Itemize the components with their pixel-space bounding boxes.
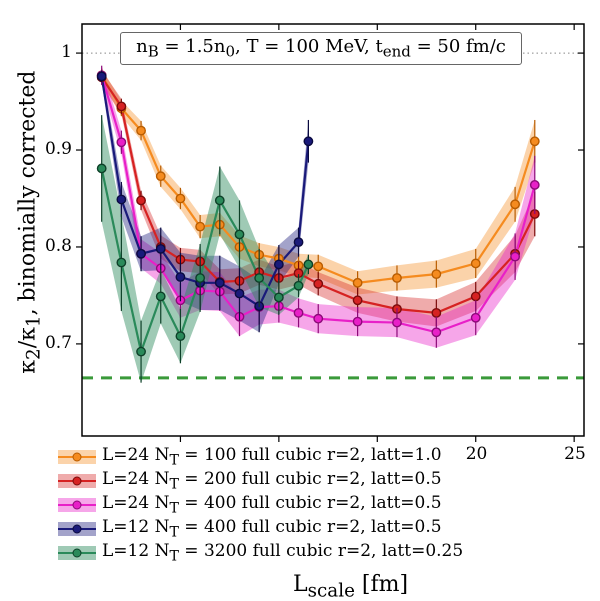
legend-label: L=24 NT = 200 full cubic r=2, latt=0.5	[102, 469, 442, 492]
ytick-label: 1	[61, 42, 72, 62]
y-axis-label: κ2/κ1, binomially corrected	[15, 94, 44, 374]
legend-swatch	[58, 472, 96, 490]
legend-item: L=24 NT = 400 full cubic r=2, latt=0.5	[58, 493, 463, 517]
xtick-label: 20	[466, 444, 488, 464]
ytick-label: 0.8	[45, 236, 72, 256]
legend-item: L=12 NT = 400 full cubic r=2, latt=0.5	[58, 517, 463, 541]
x-axis-label: Lscale [fm]	[293, 572, 408, 601]
legend-swatch	[58, 544, 96, 562]
xtick-label: 25	[564, 444, 586, 464]
legend-item: L=12 NT = 3200 full cubic r=2, latt=0.25	[58, 541, 463, 565]
legend-label: L=24 NT = 400 full cubic r=2, latt=0.5	[102, 493, 442, 516]
legend-item: L=24 NT = 100 full cubic r=2, latt=1.0	[58, 445, 463, 469]
legend-swatch	[58, 448, 96, 466]
ytick-label: 0.9	[45, 139, 72, 159]
annotation-box: nB = 1.5n0, T = 100 MeV, tend = 50 fm/c	[120, 32, 522, 65]
legend: L=24 NT = 100 full cubic r=2, latt=1.0L=…	[58, 445, 463, 565]
legend-swatch	[58, 496, 96, 514]
ytick-label: 0.7	[45, 333, 72, 353]
legend-swatch	[58, 520, 96, 538]
legend-label: L=24 NT = 100 full cubic r=2, latt=1.0	[102, 445, 442, 468]
figure: { "layout": { "width": 600, "height": 60…	[0, 0, 600, 600]
legend-label: L=12 NT = 400 full cubic r=2, latt=0.5	[102, 517, 442, 540]
legend-item: L=24 NT = 200 full cubic r=2, latt=0.5	[58, 469, 463, 493]
legend-label: L=12 NT = 3200 full cubic r=2, latt=0.25	[102, 541, 463, 564]
